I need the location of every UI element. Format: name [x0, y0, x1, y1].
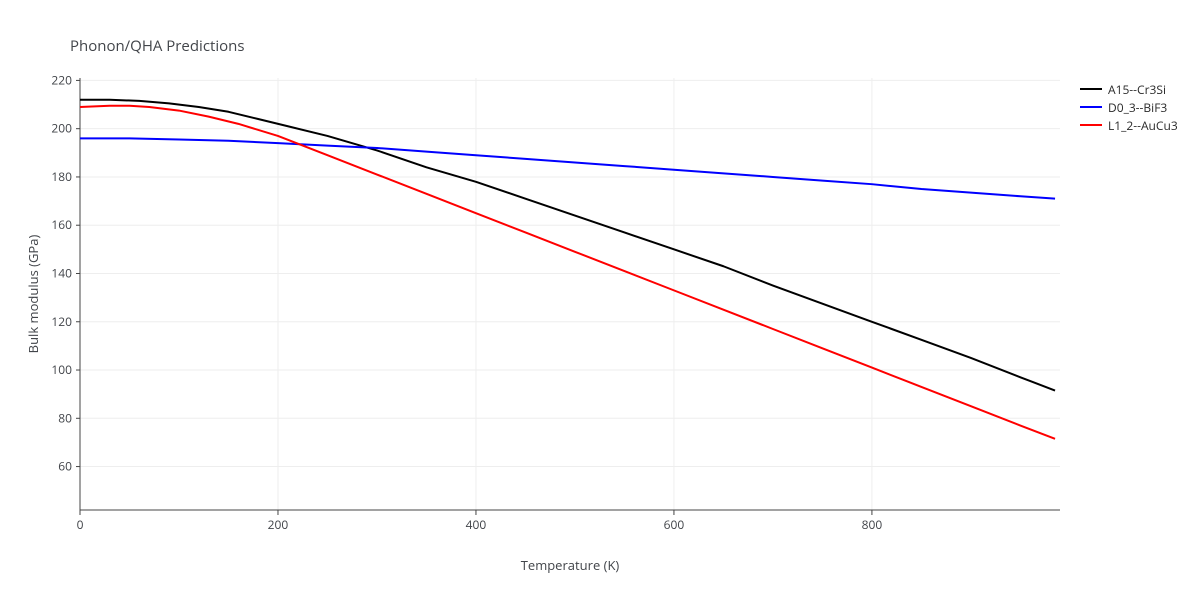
- svg-text:160: 160: [51, 216, 72, 233]
- svg-text:100: 100: [51, 361, 72, 378]
- series-line: [80, 100, 1055, 391]
- legend-swatch: [1080, 88, 1102, 90]
- chart-plot: 0 200 400 600 800 60 80 100 120 140 160 180 200 220: [0, 0, 1200, 600]
- svg-text:60: 60: [58, 458, 72, 475]
- svg-text:120: 120: [51, 313, 72, 330]
- svg-text:600: 600: [664, 516, 685, 533]
- legend: A15--Cr3SiD0_3--BiF3L1_2--AuCu3: [1080, 80, 1178, 134]
- svg-text:180: 180: [51, 168, 72, 185]
- svg-text:400: 400: [466, 516, 487, 533]
- svg-text:220: 220: [51, 71, 72, 88]
- svg-text:140: 140: [51, 264, 72, 281]
- svg-text:200: 200: [51, 120, 72, 137]
- svg-text:0: 0: [77, 516, 84, 533]
- legend-item[interactable]: A15--Cr3Si: [1080, 80, 1178, 98]
- svg-text:800: 800: [862, 516, 883, 533]
- legend-item[interactable]: D0_3--BiF3: [1080, 98, 1178, 116]
- series-line: [80, 106, 1055, 439]
- legend-swatch: [1080, 106, 1102, 108]
- series-line: [80, 138, 1055, 198]
- x-axis-label: Temperature (K): [80, 556, 1060, 574]
- legend-label: A15--Cr3Si: [1108, 81, 1166, 98]
- y-axis-label: Bulk modulus (GPa): [24, 78, 42, 510]
- legend-label: D0_3--BiF3: [1108, 99, 1167, 116]
- legend-label: L1_2--AuCu3: [1108, 117, 1178, 134]
- legend-swatch: [1080, 124, 1102, 126]
- svg-text:200: 200: [268, 516, 289, 533]
- legend-item[interactable]: L1_2--AuCu3: [1080, 116, 1178, 134]
- svg-text:80: 80: [58, 409, 72, 426]
